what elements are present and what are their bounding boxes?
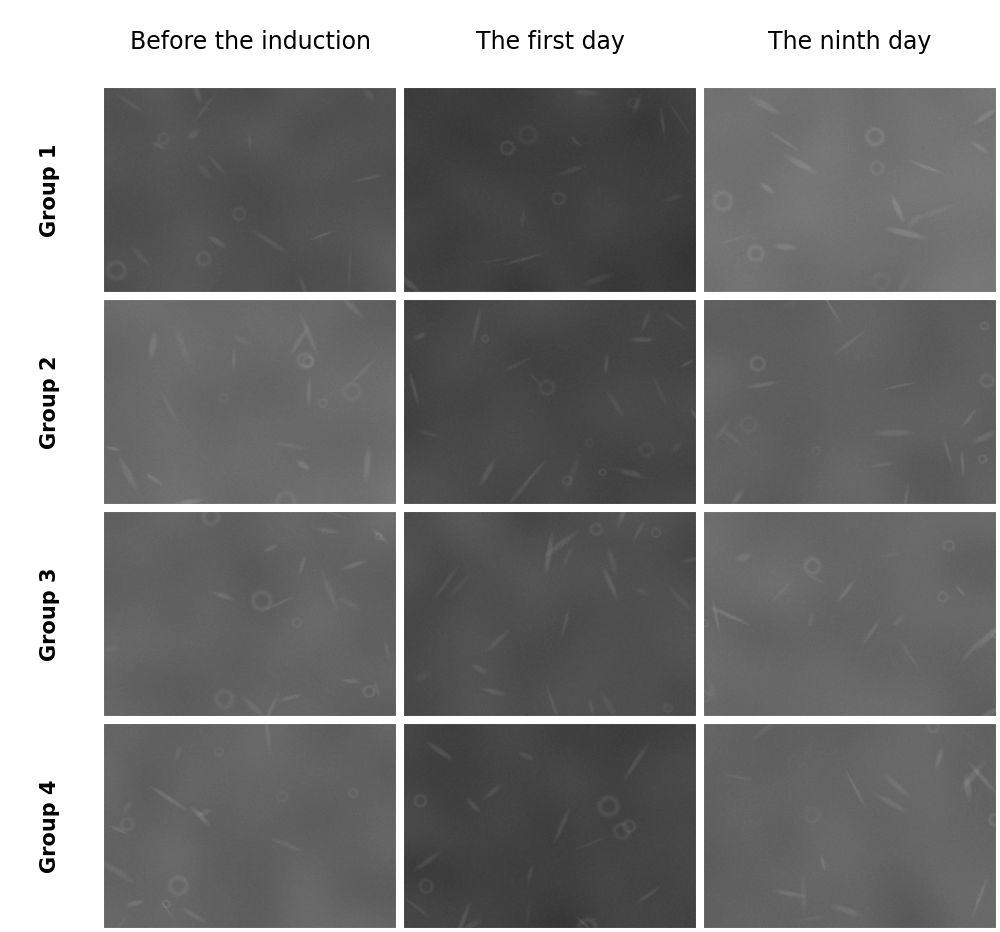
- Text: Group 3: Group 3: [40, 568, 60, 661]
- Text: Before the induction: Before the induction: [130, 30, 370, 54]
- Text: The ninth day: The ninth day: [768, 30, 932, 54]
- Text: Group 4: Group 4: [40, 779, 60, 872]
- Text: Group 1: Group 1: [40, 144, 60, 237]
- Text: The first day: The first day: [476, 30, 624, 54]
- Text: Group 2: Group 2: [40, 355, 60, 448]
